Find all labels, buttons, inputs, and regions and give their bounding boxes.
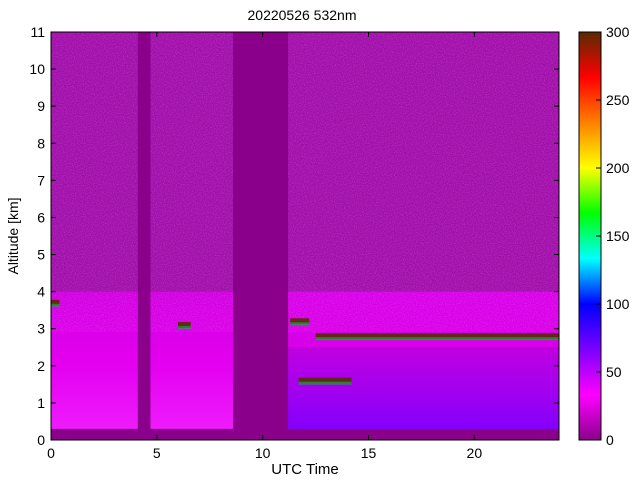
y-tick-label: 10 [29,61,45,77]
colorbar-gradient [579,32,601,440]
colorbar-tick-label: 50 [606,364,622,380]
y-tick-label: 11 [30,24,45,40]
data-gap [233,32,289,440]
y-tick-label: 0 [37,432,45,448]
cloud-layer [51,299,60,306]
cloud-layer [178,322,191,329]
y-tick-label: 7 [37,172,45,188]
y-tick-label: 2 [37,358,45,374]
plot-area [50,31,560,441]
x-tick-label: 0 [47,445,55,461]
y-axis-label: Altitude [km] [5,197,21,274]
colorbar: 0 50 100 150 200 250 300 [578,24,630,448]
colorbar-tick-label: 150 [606,228,630,244]
cloud-layer [290,318,310,325]
x-tick-label: 20 [467,445,483,461]
colorbar-tick-label: 250 [606,92,630,108]
colorbar-tick-label: 300 [606,24,630,40]
y-tick-label: 6 [37,209,45,225]
boundary-layer-afternoon [288,347,559,440]
cloud-layer-edge [298,381,352,385]
colorbar-tick-label: 100 [606,296,630,312]
x-tick-label: 5 [153,445,161,461]
cloud-layer [298,377,352,384]
y-tick-label: 1 [37,395,45,411]
cloud-layer-edge [315,337,559,341]
data-gaps [137,32,289,440]
cloud-layer [315,333,559,340]
plot-frame [50,31,560,441]
cloud-layer-edge [178,326,191,330]
cloud-layer-edge [290,322,310,326]
x-axis: 0 5 10 15 20 [47,32,482,461]
chart-title: 20220526 532nm [248,7,357,23]
y-tick-label: 3 [37,321,45,337]
y-axis: 0 1 2 3 4 5 6 7 8 9 10 11 [29,24,559,448]
y-tick-label: 4 [37,284,45,300]
colorbar-tick-label: 200 [606,160,630,176]
x-axis-label: UTC Time [271,461,339,478]
colorbar-tick-label: 0 [606,432,614,448]
x-tick-label: 15 [361,445,377,461]
x-tick-label: 10 [255,445,271,461]
y-tick-label: 5 [37,247,45,263]
data-gap [137,32,151,440]
y-tick-label: 8 [37,135,45,151]
colorbar-ticks: 0 50 100 150 200 250 300 [596,24,630,448]
cloud-layer-edge [51,303,60,307]
y-tick-label: 9 [37,98,45,114]
cloud-layers [51,299,559,385]
plot-noise-texture [51,32,559,332]
near-ground-band [51,428,559,440]
